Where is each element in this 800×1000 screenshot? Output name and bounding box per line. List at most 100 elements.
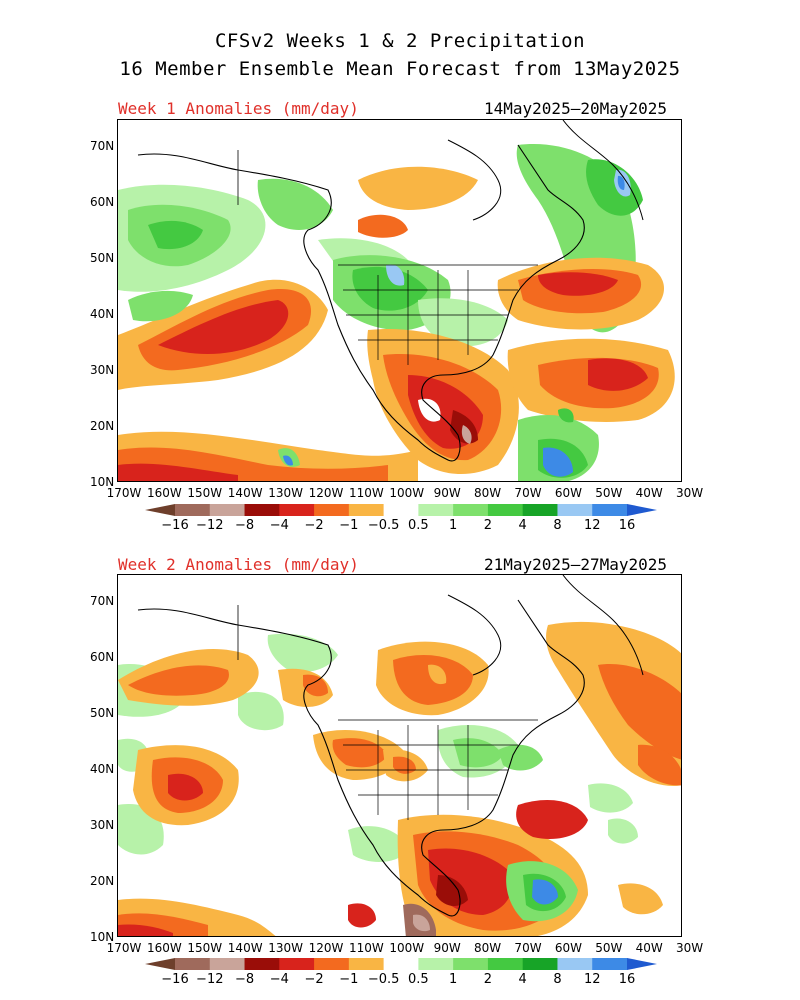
p2-colorbar-label: 1 <box>449 972 458 987</box>
p1-colorbar-segment <box>522 504 558 516</box>
p2-colorbar-segment <box>175 958 211 970</box>
p2-colorbar-segment <box>418 958 454 970</box>
p1-colorbar-segment <box>627 504 657 516</box>
p2-lon-tick: 70W <box>514 941 542 955</box>
p2-colorbar-segment <box>453 958 489 970</box>
p1-colorbar-segment <box>145 504 175 516</box>
week2-dates: 21May2025—27May2025 <box>484 555 668 574</box>
p2-colorbar-segment <box>145 958 175 970</box>
p2-colorbar-label: 12 <box>583 972 601 987</box>
p1-colorbar-segment <box>487 504 524 516</box>
p2-colorbar-label: 4 <box>518 972 527 987</box>
p2-lat-70: 70N <box>90 594 115 608</box>
p2-colorbar-label: −1 <box>339 972 359 987</box>
p1-lon-tick: 60W <box>554 486 582 500</box>
p1-lon-tick: 40W <box>635 486 663 500</box>
p1-colorbar-segment <box>418 504 454 516</box>
p2-colorbar-segment <box>348 958 385 970</box>
week1-label: Week 1 Anomalies (mm/day) <box>118 99 359 118</box>
week1-map <box>117 119 682 482</box>
p2-colorbar-segment <box>522 958 558 970</box>
p1-lon-tick: 70W <box>514 486 542 500</box>
p1-lon-tick: 140W <box>227 486 263 500</box>
p2-colorbar-segment <box>279 958 315 970</box>
week2-label: Week 2 Anomalies (mm/day) <box>118 555 359 574</box>
p2-lon-tick: 140W <box>227 941 263 955</box>
p2-colorbar-segment <box>209 958 246 970</box>
p1-lat-50: 50N <box>90 251 115 265</box>
p2-lat-20: 20N <box>90 874 115 888</box>
p2-colorbar-label: −2 <box>304 972 324 987</box>
p1-colorbar-segment <box>453 504 489 516</box>
p2-colorbar-label: −8 <box>234 972 255 987</box>
p2-colorbar <box>145 958 657 970</box>
p1-lon-tick: 160W <box>147 486 182 500</box>
p1-lon-tick: 80W <box>474 486 502 500</box>
p1-colorbar-segment <box>314 504 350 516</box>
p2-lon-tick: 110W <box>349 941 384 955</box>
p2-lat-10: 10N <box>90 930 115 944</box>
p2-lon-tick: 150W <box>187 941 223 955</box>
p1-colorbar-label: 16 <box>618 518 636 533</box>
p1-colorbar-segment <box>383 504 419 516</box>
p2-colorbar-label: 16 <box>618 972 636 987</box>
p2-lon-tick: 40W <box>635 941 663 955</box>
p1-colorbar-label: −1 <box>339 518 359 533</box>
p2-colorbar-label: −4 <box>269 972 289 987</box>
p2-colorbar-label: −12 <box>196 972 224 987</box>
p1-lat-70: 70N <box>90 139 115 153</box>
title-line-2: 16 Member Ensemble Mean Forecast from 13… <box>119 58 681 80</box>
p1-colorbar-label: 8 <box>553 518 562 533</box>
p1-colorbar-label: 1 <box>449 518 458 533</box>
p2-colorbar-segment <box>487 958 524 970</box>
p2-lon-tick: 120W <box>308 941 344 955</box>
p1-colorbar-label: 0.5 <box>408 518 429 533</box>
p2-colorbar-segment <box>383 958 419 970</box>
p1-colorbar-label: −16 <box>161 518 189 533</box>
p2-colorbar-segment <box>627 958 657 970</box>
p2-lon-tick: 130W <box>268 941 303 955</box>
p2-lon-tick: 160W <box>147 941 182 955</box>
p2-lon-tick: 100W <box>389 941 425 955</box>
p2-colorbar-segment <box>314 958 350 970</box>
p1-colorbar-label: 12 <box>583 518 601 533</box>
p1-lon-tick: 130W <box>268 486 303 500</box>
p1-colorbar-label: −2 <box>304 518 324 533</box>
p2-colorbar-label: 2 <box>483 972 493 987</box>
p1-colorbar-label: −4 <box>269 518 289 533</box>
p2-lon-tick: 30W <box>676 941 704 955</box>
p1-lon-tick: 50W <box>595 486 623 500</box>
p2-lon-tick: 90W <box>433 941 461 955</box>
p2-colorbar-segment <box>557 958 593 970</box>
p2-lon-tick: 60W <box>554 941 582 955</box>
p1-colorbar-segment <box>279 504 315 516</box>
p1-lat-40: 40N <box>90 307 115 321</box>
week1-dates: 14May2025—20May2025 <box>484 99 668 118</box>
p1-lon-tick: 100W <box>389 486 425 500</box>
p1-colorbar-label: −8 <box>234 518 255 533</box>
p2-lat-40: 40N <box>90 762 115 776</box>
p1-lon-tick: 170W <box>106 486 142 500</box>
p2-colorbar-label: 8 <box>553 972 562 987</box>
p1-colorbar <box>145 504 657 516</box>
title-line-1: CFSv2 Weeks 1 & 2 Precipitation <box>214 30 586 52</box>
week2-map <box>117 574 682 937</box>
p1-colorbar-segment <box>348 504 385 516</box>
p2-colorbar-label: −16 <box>161 972 189 987</box>
p1-colorbar-segment <box>244 504 280 516</box>
p2-lon-tick: 170W <box>106 941 142 955</box>
p1-lon-tick: 120W <box>308 486 344 500</box>
p1-colorbar-label: −12 <box>196 518 224 533</box>
p1-lon-tick: 150W <box>187 486 223 500</box>
p2-colorbar-label: −0.5 <box>367 972 400 987</box>
p2-colorbar-segment <box>244 958 280 970</box>
p1-colorbar-segment <box>209 504 246 516</box>
p2-colorbar-segment <box>592 958 628 970</box>
p2-lon-tick: 50W <box>595 941 623 955</box>
p1-lat-60: 60N <box>90 195 115 209</box>
p2-colorbar-label: 0.5 <box>408 972 429 987</box>
p2-lat-60: 60N <box>90 650 115 664</box>
p1-colorbar-segment <box>557 504 593 516</box>
p1-colorbar-segment <box>175 504 211 516</box>
p2-lat-50: 50N <box>90 706 115 720</box>
